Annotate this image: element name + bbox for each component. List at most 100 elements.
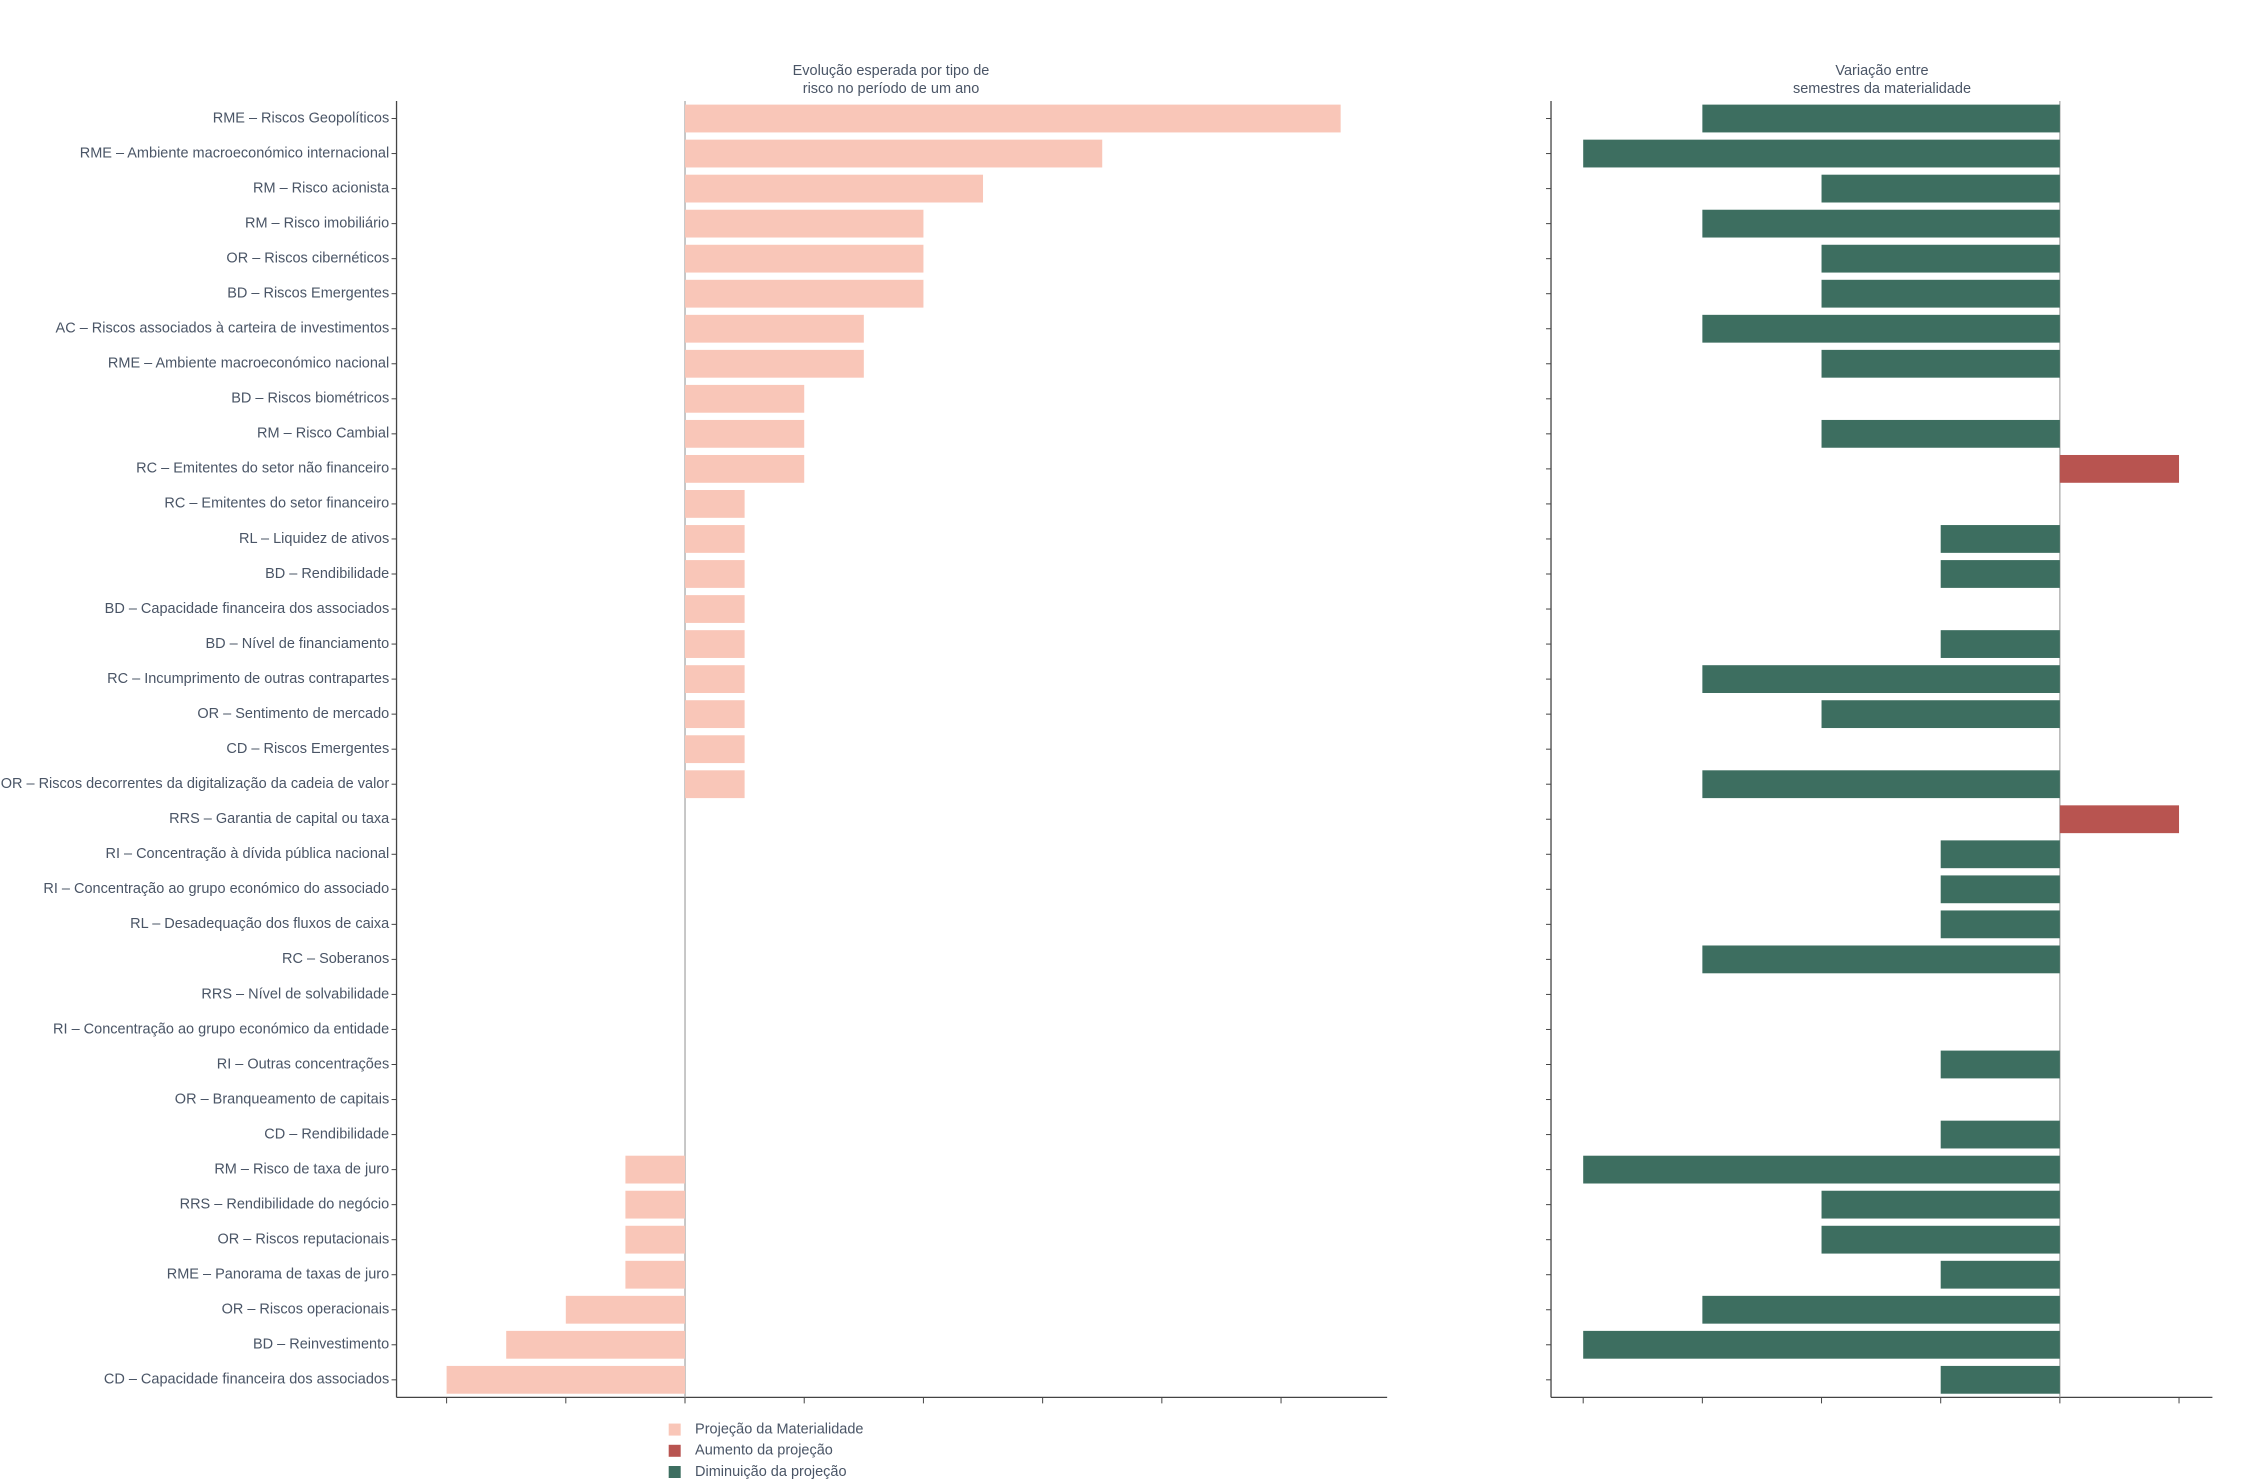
- y-tick-label: BD – Nível de financiamento: [205, 636, 389, 652]
- bar: [1702, 665, 2060, 693]
- bar: [685, 700, 745, 729]
- bar: [1940, 875, 2060, 904]
- bar: [1583, 1155, 2060, 1184]
- y-tick-label: RI – Concentração à dívida pública nacio…: [105, 846, 389, 862]
- legend-swatch: [668, 1466, 681, 1479]
- bar: [1940, 525, 2060, 553]
- bar: [685, 560, 745, 588]
- chart-title: Variação entre semestres da materialidad…: [1792, 63, 1972, 97]
- bar: [1702, 209, 2060, 238]
- bar: [685, 209, 924, 238]
- bar: [685, 454, 805, 483]
- y-tick-label: AC – Riscos associados à carteira de inv…: [56, 321, 390, 337]
- y-tick-label: RI – Concentração ao grupo económico do …: [43, 881, 389, 897]
- bar: [1821, 419, 2060, 448]
- y-tick-label: OR – Riscos decorrentes da digitalização…: [1, 776, 390, 792]
- bar: [1940, 1120, 2060, 1149]
- legend-label: Projeção da Materialidade: [695, 1421, 863, 1437]
- bar: [1940, 1365, 2060, 1394]
- y-tick-label: OR – Riscos cibernéticos: [226, 250, 389, 266]
- bar: [2059, 805, 2180, 834]
- bar: [1940, 1050, 2060, 1079]
- y-tick-label: RM – Risco de taxa de juro: [214, 1161, 389, 1177]
- bar: [1583, 1330, 2060, 1359]
- y-tick-label: RC – Emitentes do setor financeiro: [164, 496, 389, 512]
- bar: [1821, 279, 2060, 308]
- y-tick-label: RC – Incumprimento de outras contraparte…: [107, 671, 389, 687]
- bar: [506, 1330, 686, 1359]
- bar: [1702, 1295, 2060, 1324]
- y-tick-label: BD – Riscos Emergentes: [227, 286, 389, 302]
- bar: [1702, 770, 2060, 799]
- y-tick-label: RM – Risco acionista: [253, 180, 390, 196]
- bar: [1940, 840, 2060, 869]
- bar: [1821, 700, 2060, 729]
- bar: [625, 1190, 686, 1219]
- y-tick-label: OR – Sentimento de mercado: [197, 706, 389, 722]
- y-tick-label: BD – Rendibilidade: [265, 566, 389, 582]
- bar: [685, 490, 745, 518]
- y-tick-label: BD – Riscos biométricos: [231, 391, 389, 407]
- bar: [1702, 104, 2060, 133]
- y-tick-label: CD – Capacidade financeira dos associado…: [104, 1372, 389, 1388]
- bar: [2059, 454, 2180, 483]
- legend-label: Diminuição da projeção: [695, 1464, 847, 1480]
- bar: [625, 1225, 686, 1254]
- bar: [685, 279, 924, 308]
- legend-swatch: [668, 1423, 681, 1436]
- y-tick-label: CD – Riscos Emergentes: [226, 741, 389, 757]
- y-tick-label: OR – Branqueamento de capitais: [175, 1091, 389, 1107]
- bar: [685, 314, 864, 343]
- y-tick-label: RI – Concentração ao grupo económico da …: [53, 1021, 389, 1037]
- y-tick-label: RME – Riscos Geopolíticos: [213, 110, 389, 126]
- bar: [685, 735, 745, 764]
- y-tick-label: OR – Riscos operacionais: [222, 1302, 390, 1318]
- bar: [1940, 560, 2060, 588]
- bar: [1940, 910, 2060, 939]
- bar: [1821, 244, 2060, 273]
- y-tick-label: OR – Riscos reputacionais: [218, 1232, 390, 1248]
- y-tick-label: RM – Risco Cambial: [257, 426, 389, 442]
- bar: [685, 139, 1103, 168]
- bar: [685, 244, 924, 273]
- y-tick-label: RRS – Rendibilidade do negócio: [180, 1196, 390, 1212]
- y-tick-label: RRS – Nível de solvabilidade: [201, 986, 389, 1002]
- y-tick-label: RME – Ambiente macroeconómico internacio…: [80, 145, 389, 161]
- bar: [1821, 1190, 2060, 1219]
- bar: [1821, 1225, 2060, 1254]
- bar: [1821, 174, 2060, 203]
- bar: [625, 1260, 686, 1289]
- legend-label: Aumento da projeção: [695, 1443, 833, 1459]
- bar: [685, 630, 745, 658]
- bar: [1940, 1260, 2060, 1289]
- bar: [685, 419, 805, 448]
- bar: [1940, 630, 2060, 658]
- y-tick-label: RRS – Garantia de capital ou taxa: [169, 811, 390, 827]
- bar: [565, 1295, 686, 1324]
- y-tick-label: BD – Reinvestimento: [253, 1337, 389, 1353]
- y-tick-label: BD – Capacidade financeira dos associado…: [105, 601, 390, 617]
- bar: [446, 1365, 686, 1394]
- bar: [685, 770, 745, 799]
- bar: [685, 595, 745, 623]
- bar: [685, 174, 984, 203]
- y-tick-label: RL – Desadequação dos fluxos de caixa: [130, 916, 390, 932]
- bar: [685, 665, 745, 693]
- bar: [1702, 314, 2060, 343]
- y-tick-label: RME – Ambiente macroeconómico nacional: [108, 356, 389, 372]
- bar: [1821, 349, 2060, 378]
- chart-title: Evolução esperada por tipo de risco no p…: [792, 63, 990, 97]
- y-tick-label: RC – Soberanos: [282, 951, 389, 967]
- y-tick-label: CD – Rendibilidade: [264, 1126, 389, 1142]
- y-tick-label: RI – Outras concentrações: [217, 1056, 389, 1072]
- bar: [685, 384, 805, 413]
- bar: [685, 525, 745, 553]
- y-tick-label: RL – Liquidez de ativos: [239, 531, 389, 547]
- y-tick-label: RM – Risco imobiliário: [245, 215, 389, 231]
- y-tick-label: RC – Emitentes do setor não financeiro: [136, 461, 389, 477]
- legend-swatch: [668, 1444, 681, 1457]
- bar: [625, 1155, 686, 1184]
- bar: [685, 349, 864, 378]
